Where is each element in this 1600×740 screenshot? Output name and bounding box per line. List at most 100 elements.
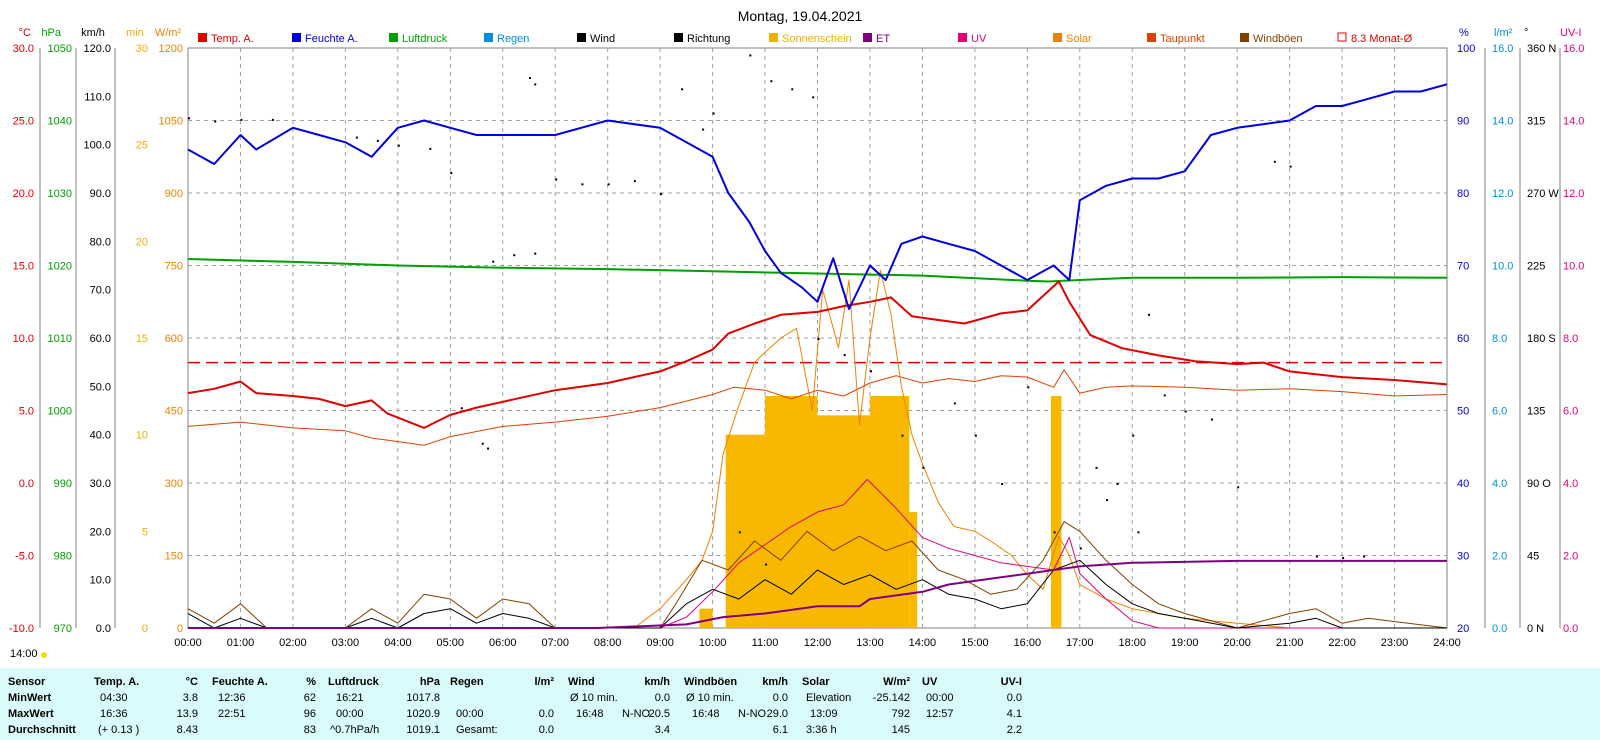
temp-axis-tick: 20.0 xyxy=(13,188,34,200)
wind-axis-tick: 50.0 xyxy=(90,381,111,393)
direction-point xyxy=(660,193,663,195)
direction-point xyxy=(460,407,463,410)
solar-max-value: 792 xyxy=(891,708,910,720)
uv-max-time: 12:57 xyxy=(926,708,954,720)
humidity-axis-tick: 80 xyxy=(1457,188,1469,200)
direction-point xyxy=(397,144,400,147)
stats-header-rain-unit: l/m² xyxy=(534,676,554,688)
solar-avg-value: 145 xyxy=(891,724,910,736)
temp-axis-tick: -10.0 xyxy=(9,623,34,635)
series-solar xyxy=(633,269,1447,629)
legend-swatch xyxy=(1053,33,1062,42)
temp-min-value: 3.8 xyxy=(182,692,198,704)
stats-header-gust-unit: km/h xyxy=(762,676,788,688)
stats-header-wind: Wind xyxy=(568,676,595,688)
temp-avg-note: (+ 0.13 ) xyxy=(98,724,140,736)
direction-axis-tick: 270 W xyxy=(1527,188,1559,200)
legend-swatch xyxy=(769,33,778,42)
weather-chart: 30.025.020.015.010.05.00.0-5.0-10.0°C105… xyxy=(9,8,1585,660)
uv-axis-tick: 16.0 xyxy=(1563,43,1584,55)
rain-axis-tick: 16.0 xyxy=(1492,43,1513,55)
legend-label: Sonnenschein xyxy=(782,33,852,45)
direction-point xyxy=(765,563,768,566)
uv-min-time: 00:00 xyxy=(926,692,954,704)
stats-header-solar: Solar xyxy=(802,676,830,688)
x-tick-label: 07:00 xyxy=(541,637,569,649)
direction-point xyxy=(487,447,490,450)
direction-point xyxy=(770,80,773,83)
wind-min-value: 0.0 xyxy=(654,692,670,704)
wind-min-label: Ø 10 min. xyxy=(570,692,618,704)
direction-point xyxy=(355,136,358,139)
legend: Temp. A. Feuchte A. Luftdruck Regen Wind Rich… xyxy=(198,32,1413,45)
gust-max-time: 16:48 xyxy=(692,708,720,720)
time-marker-label: 14:00 xyxy=(10,648,38,660)
wind-axis-tick: 10.0 xyxy=(90,575,111,587)
direction-point xyxy=(1106,499,1109,502)
sunshine-axis-tick: 30 xyxy=(136,43,148,55)
temp-axis-tick: -5.0 xyxy=(15,551,34,563)
legend-swatch xyxy=(577,33,586,42)
wind-axis-tick: 120.0 xyxy=(83,43,111,55)
humidity-axis-tick: 50 xyxy=(1457,406,1469,418)
solar-max-time: 13:09 xyxy=(810,708,838,720)
direction-axis-tick: 90 O xyxy=(1527,478,1551,490)
axis-unit-wind: km/h xyxy=(81,27,105,39)
legend-swatch xyxy=(674,33,683,42)
direction-axis-tick: 315 xyxy=(1527,116,1545,128)
x-tick-label: 16:00 xyxy=(1014,637,1042,649)
uv-axis-tick: 12.0 xyxy=(1563,188,1584,200)
direction-point xyxy=(492,260,495,263)
legend-swatch xyxy=(1147,33,1156,42)
sunshine-bar xyxy=(909,512,918,628)
hum-min-time: 12:36 xyxy=(218,692,246,704)
direction-point xyxy=(513,254,516,257)
x-axis-ticks: 00:00 01:00 02:00 03:00 04:00 05:00 06:00 07:00… xyxy=(174,637,1461,649)
pressure-axis-tick: 1020 xyxy=(48,261,72,273)
x-tick-label: 22:00 xyxy=(1328,637,1356,649)
direction-point xyxy=(869,370,872,373)
legend-swatch xyxy=(863,33,872,42)
temp-axis-tick: 10.0 xyxy=(13,333,34,345)
humidity-axis-tick: 90 xyxy=(1457,116,1469,128)
legend-swatch xyxy=(389,33,398,42)
legend-label: Solar xyxy=(1066,33,1092,45)
press-min-time: 16:21 xyxy=(336,692,364,704)
direction-point xyxy=(1237,486,1240,489)
legend-swatch xyxy=(958,33,967,42)
direction-point xyxy=(633,180,636,183)
wind-max-value: 20.5 xyxy=(648,708,670,720)
press-min-value: 1017.8 xyxy=(406,692,440,704)
x-tick-label: 02:00 xyxy=(279,637,307,649)
rain-axis-tick: 8.0 xyxy=(1492,333,1507,345)
direction-point xyxy=(1363,555,1366,558)
direction-point xyxy=(1273,160,1276,163)
sunshine-axis-tick: 10 xyxy=(136,430,148,442)
series-feuchte-a xyxy=(187,83,1448,310)
legend-label: Wind xyxy=(590,33,615,45)
direction-point xyxy=(974,434,977,437)
direction-point xyxy=(1342,557,1345,560)
stats-header-sensor: Sensor xyxy=(8,676,46,688)
x-tick-label: 03:00 xyxy=(332,637,360,649)
pressure-axis-tick: 980 xyxy=(54,551,72,563)
direction-point xyxy=(1116,483,1119,485)
x-tick-label: 23:00 xyxy=(1381,637,1409,649)
uv-axis-tick: 0.0 xyxy=(1563,623,1578,635)
press-max-value: 1020.9 xyxy=(406,708,440,720)
legend-label: ET xyxy=(876,33,890,45)
x-tick-label: 24:00 xyxy=(1433,637,1461,649)
axis-unit-humidity: % xyxy=(1459,27,1469,39)
x-tick-label: 00:00 xyxy=(174,637,202,649)
legend-swatch xyxy=(1240,33,1249,42)
x-tick-label: 08:00 xyxy=(594,637,622,649)
gust-avg-value: 6.1 xyxy=(772,724,788,736)
press-avg-value: 1019.1 xyxy=(406,724,440,736)
wind-avg-value: 3.4 xyxy=(654,724,670,736)
stats-row-avg: Durchschnitt xyxy=(8,724,76,736)
sunshine-bar xyxy=(1050,396,1062,628)
x-tick-label: 06:00 xyxy=(489,637,517,649)
stats-header-solar-unit: W/m² xyxy=(883,676,910,688)
stats-header-uv-unit: UV-I xyxy=(1000,676,1022,688)
legend-swatch xyxy=(292,33,301,42)
